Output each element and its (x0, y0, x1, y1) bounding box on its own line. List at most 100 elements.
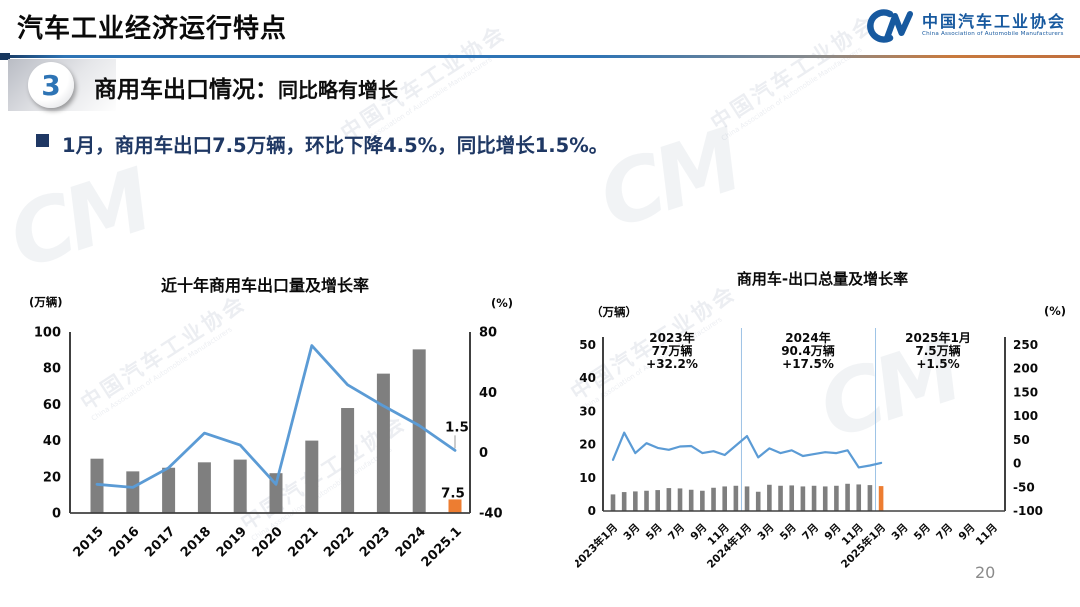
left-chart-right-axis-unit: (%) (490, 296, 513, 310)
export-bar-2024 (412, 349, 426, 513)
monthly-export-bar (744, 486, 750, 511)
svg-text:77万辆: 77万辆 (652, 343, 693, 358)
caam-logo: 中国汽车工业协会 China Association of Automobile… (863, 7, 1066, 43)
x-label-3月: 3月 (755, 522, 776, 543)
monthly-export-bar (789, 485, 795, 511)
section-subtitle: 同比略有增长 (278, 78, 398, 102)
monthly-export-bar (800, 486, 806, 511)
svg-text:0: 0 (479, 446, 488, 461)
export-bar-2022 (341, 408, 355, 513)
monthly-export-chart: 商用车-出口总量及增长率 （万辆） (%) 50 40 30 20 10 0 250 200 1… (575, 262, 1070, 607)
export-bar-2015 (90, 458, 104, 513)
monthly-export-bar (677, 488, 683, 511)
monthly-export-bar (845, 483, 850, 511)
export-bar-2021 (305, 440, 319, 513)
x-label-5月: 5月 (912, 522, 933, 543)
monthly-export-bar (856, 484, 862, 511)
svg-text:250: 250 (1013, 338, 1038, 352)
x-label-2023年1月: 2023年1月 (575, 521, 620, 571)
export-bar-2017 (162, 467, 176, 513)
right-chart-title: 商用车-出口总量及增长率 (736, 270, 909, 288)
svg-text:0: 0 (52, 507, 61, 522)
x-label-2021: 2021 (285, 524, 321, 560)
x-label-5月: 5月 (778, 522, 799, 543)
monthly-export-bar (811, 485, 817, 511)
x-label-2020: 2020 (250, 524, 286, 560)
export-bar-2016 (126, 471, 140, 513)
bar-end-label: 7.5 (441, 485, 465, 501)
export-bar-2020 (269, 473, 283, 513)
svg-text:200: 200 (1013, 362, 1038, 376)
line-end-label: 1.5 (445, 419, 469, 435)
svg-text:80: 80 (43, 362, 61, 377)
monthly-export-bar (778, 485, 783, 511)
svg-text:-50: -50 (1013, 480, 1035, 494)
svg-text:0: 0 (1013, 457, 1021, 471)
svg-text:90.4万辆: 90.4万辆 (781, 343, 835, 358)
svg-text:+32.2%: +32.2% (646, 357, 698, 371)
svg-text:40: 40 (579, 371, 596, 385)
x-label-2023: 2023 (357, 524, 393, 560)
monthly-export-bar (633, 491, 638, 511)
svg-text:-100: -100 (1013, 504, 1043, 518)
svg-text:40: 40 (43, 434, 61, 449)
export-bar-2023 (376, 373, 390, 513)
x-label-2015: 2015 (71, 524, 107, 560)
monthly-export-bar (610, 494, 616, 511)
monthly-export-bar (722, 486, 727, 511)
monthly-export-bar (867, 485, 873, 511)
page-title: 汽车工业经济运行特点 (17, 14, 288, 44)
x-label-2018: 2018 (178, 524, 214, 560)
bullet-square-icon (36, 134, 49, 147)
x-label-2017: 2017 (142, 524, 178, 560)
svg-text:20: 20 (579, 438, 596, 452)
monthly-export-bar (655, 490, 660, 511)
left-chart-left-axis-unit: (万辆) (29, 295, 63, 309)
svg-text:100: 100 (1013, 409, 1038, 423)
x-label-11月: 11月 (974, 522, 1000, 548)
svg-text:+1.5%: +1.5% (916, 357, 959, 371)
svg-text:+17.5%: +17.5% (782, 357, 834, 371)
export-bar-2019 (233, 459, 247, 513)
svg-text:50: 50 (1013, 433, 1030, 447)
x-label-7月: 7月 (666, 522, 687, 543)
monthly-export-bar (733, 485, 739, 511)
right-chart-canvas: 50403020100250200150100500-50-1002023年1月… (575, 328, 1043, 571)
left-chart-canvas: 100 80 60 40 20 0 80 40 0 -40 2015 2016 2017 2018 2019… (34, 326, 503, 571)
monthly-export-bar (644, 490, 649, 511)
x-label-2016: 2016 (106, 524, 142, 560)
x-label-3月: 3月 (621, 522, 642, 543)
export-bar-2018 (197, 462, 211, 513)
svg-text:10: 10 (579, 471, 596, 485)
monthly-export-bar (822, 486, 828, 511)
svg-text:40: 40 (479, 386, 497, 401)
monthly-export-bar (834, 485, 839, 511)
monthly-export-bar (700, 490, 705, 511)
watermark-cm-logo: CM (587, 111, 749, 249)
svg-text:2025年1月: 2025年1月 (905, 330, 971, 345)
svg-text:100: 100 (34, 326, 61, 341)
svg-text:7.5万辆: 7.5万辆 (915, 343, 960, 358)
caam-logo-mark (867, 9, 913, 43)
key-point-text: 1月，商用车出口7.5万辆，环比下降4.5%，同比增长1.5%。 (62, 134, 609, 157)
x-label-2025.1: 2025.1 (419, 524, 465, 570)
export-bar-2025.1 (448, 499, 462, 513)
monthly-export-bar (621, 492, 627, 511)
right-chart-right-axis-unit: (%) (1043, 304, 1066, 318)
page-number: 20 (975, 563, 996, 582)
svg-text:50: 50 (579, 338, 596, 352)
monthly-export-bar (711, 487, 716, 511)
section-number: 3 (41, 68, 61, 102)
section-number-badge: 3 (28, 62, 74, 108)
monthly-growth-line (611, 431, 883, 469)
title-underline-cap (0, 53, 10, 60)
svg-text:150: 150 (1013, 385, 1038, 399)
right-chart-left-axis-unit: （万辆） (591, 305, 637, 319)
x-label-2022: 2022 (321, 524, 357, 560)
svg-text:0: 0 (588, 504, 596, 518)
svg-text:30: 30 (579, 404, 596, 418)
